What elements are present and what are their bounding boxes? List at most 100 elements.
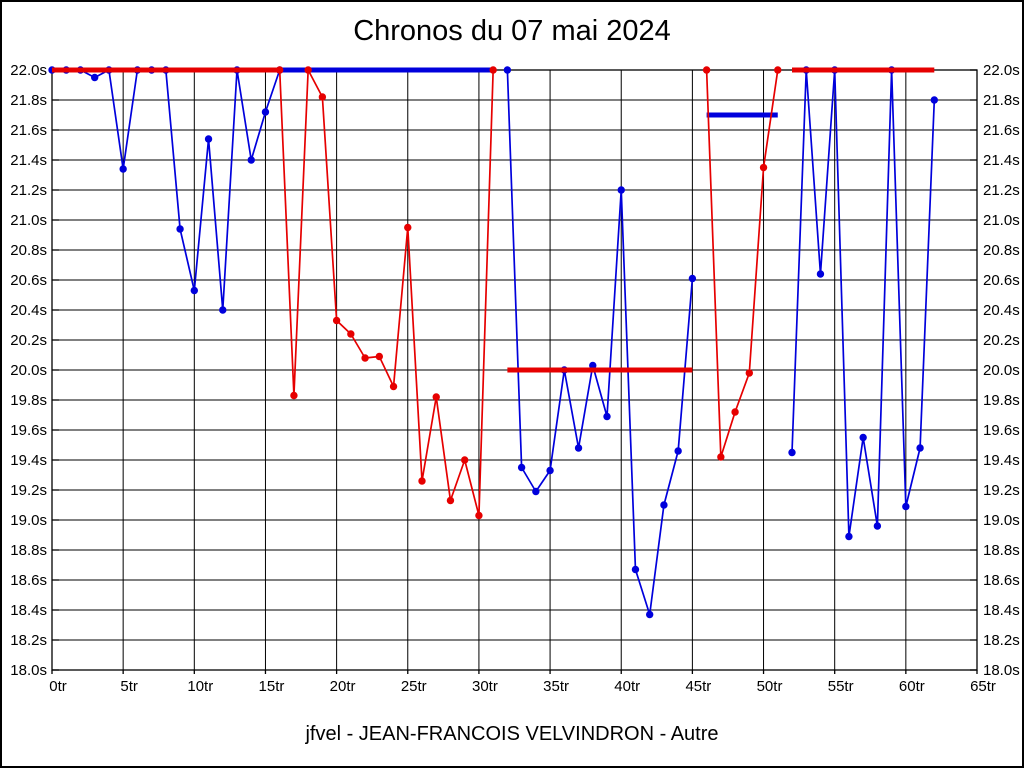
x-tick-label: 60tr (899, 678, 925, 695)
y-tick-label-right: 21.6s (983, 122, 1020, 139)
y-tick-label-left: 19.4s (10, 452, 47, 469)
data-point-blue-series (930, 96, 939, 104)
x-tick-label: 5tr (120, 678, 138, 695)
y-tick-label-left: 18.8s (10, 542, 47, 559)
data-point-red-series (418, 477, 426, 485)
data-point-blue-series (660, 501, 668, 509)
y-tick-label-left: 20.8s (10, 242, 47, 259)
y-tick-label-left: 19.8s (10, 392, 47, 409)
data-point-blue-series (916, 444, 924, 452)
y-tick-label-right: 21.0s (983, 212, 1020, 229)
data-point-blue-series (603, 412, 611, 421)
y-tick-label-right: 21.2s (983, 182, 1020, 199)
y-tick-label-left: 20.0s (10, 362, 47, 379)
data-point-blue-series (902, 502, 910, 511)
x-tick-label: 30tr (472, 678, 498, 695)
y-tick-label-left: 22.0s (10, 62, 47, 79)
y-tick-label-left: 18.6s (10, 572, 47, 589)
data-point-red-series (404, 223, 412, 232)
y-tick-label-left: 20.4s (10, 302, 47, 319)
data-point-red-series (318, 93, 327, 101)
data-point-blue-series (816, 270, 825, 278)
series-line-blue-series (791, 69, 936, 538)
x-tick-label: 45tr (685, 678, 711, 695)
data-point-red-series (432, 393, 440, 401)
y-tick-label-right: 22.0s (983, 62, 1020, 79)
data-point-blue-series (674, 447, 682, 455)
y-tick-label-right: 18.4s (983, 602, 1020, 619)
data-point-blue-series (788, 448, 796, 457)
data-point-red-series (702, 66, 711, 74)
y-tick-label-left: 18.0s (10, 662, 47, 679)
data-point-blue-series (90, 73, 99, 82)
y-tick-label-right: 19.0s (983, 512, 1020, 529)
data-point-red-series (375, 352, 384, 361)
data-point-red-series (460, 456, 469, 464)
data-point-blue-series (631, 565, 640, 574)
y-tick-label-right: 19.4s (983, 452, 1020, 469)
data-point-red-series (745, 369, 754, 377)
y-tick-label-right: 19.2s (983, 482, 1020, 499)
data-point-blue-series (247, 156, 255, 164)
y-tick-label-left: 21.6s (10, 122, 47, 139)
data-point-red-series (446, 496, 455, 505)
y-tick-label-left: 20.6s (10, 272, 47, 289)
series-line-blue-series (506, 69, 694, 616)
x-tick-label: 10tr (187, 678, 213, 695)
data-point-blue-series (617, 186, 625, 194)
x-tick-label: 35tr (543, 678, 569, 695)
data-point-red-series (759, 163, 768, 172)
data-point-red-series (489, 66, 497, 74)
data-point-red-series (347, 330, 355, 338)
data-point-blue-series (574, 444, 583, 452)
data-point-blue-series (204, 135, 213, 143)
y-tick-label-left: 18.4s (10, 602, 47, 619)
series-line-red-series (278, 69, 495, 517)
data-point-blue-series (176, 225, 184, 233)
data-point-blue-series (873, 522, 882, 530)
y-tick-label-right: 20.2s (983, 332, 1020, 349)
x-tick-label: 65tr (970, 678, 996, 695)
x-tick-label: 50tr (757, 678, 783, 695)
y-tick-label-right: 19.6s (983, 422, 1020, 439)
data-point-blue-series (503, 66, 512, 74)
data-point-blue-series (190, 286, 199, 295)
y-tick-label-right: 18.2s (983, 632, 1020, 649)
y-tick-label-right: 21.4s (983, 152, 1020, 169)
y-tick-label-right: 18.8s (983, 542, 1020, 559)
y-tick-label-right: 21.8s (983, 92, 1020, 109)
data-point-blue-series (119, 165, 127, 173)
x-tick-label: 55tr (828, 678, 854, 695)
data-point-blue-series (517, 463, 526, 472)
data-point-red-series (389, 382, 398, 391)
x-tick-label: 25tr (401, 678, 427, 695)
y-tick-label-left: 19.2s (10, 482, 47, 499)
chart-title: Chronos du 07 mai 2024 (353, 15, 671, 47)
y-tick-label-right: 18.0s (983, 662, 1020, 679)
data-point-red-series (717, 453, 725, 461)
data-point-red-series (361, 354, 369, 362)
y-tick-label-left: 19.0s (10, 512, 47, 529)
x-tick-label: 0tr (49, 678, 67, 695)
y-tick-label-left: 21.2s (10, 182, 47, 199)
y-tick-label-left: 20.2s (10, 332, 47, 349)
y-tick-label-right: 20.4s (983, 302, 1020, 319)
y-tick-label-left: 21.0s (10, 212, 47, 229)
series-line-red-series (705, 69, 779, 458)
y-tick-label-right: 20.8s (983, 242, 1020, 259)
y-tick-label-right: 20.0s (983, 362, 1020, 379)
y-tick-label-left: 19.6s (10, 422, 47, 439)
data-point-blue-series (589, 361, 597, 370)
data-point-blue-series (645, 610, 654, 619)
y-tick-label-left: 21.8s (10, 92, 47, 109)
data-point-red-series (774, 66, 782, 74)
y-tick-label-left: 18.2s (10, 632, 47, 649)
y-tick-label-right: 19.8s (983, 392, 1020, 409)
data-point-red-series (731, 408, 739, 416)
x-tick-label: 40tr (614, 678, 640, 695)
data-point-red-series (275, 66, 284, 74)
data-point-red-series (304, 66, 312, 74)
data-point-red-series (475, 511, 483, 520)
data-point-blue-series (219, 306, 227, 314)
